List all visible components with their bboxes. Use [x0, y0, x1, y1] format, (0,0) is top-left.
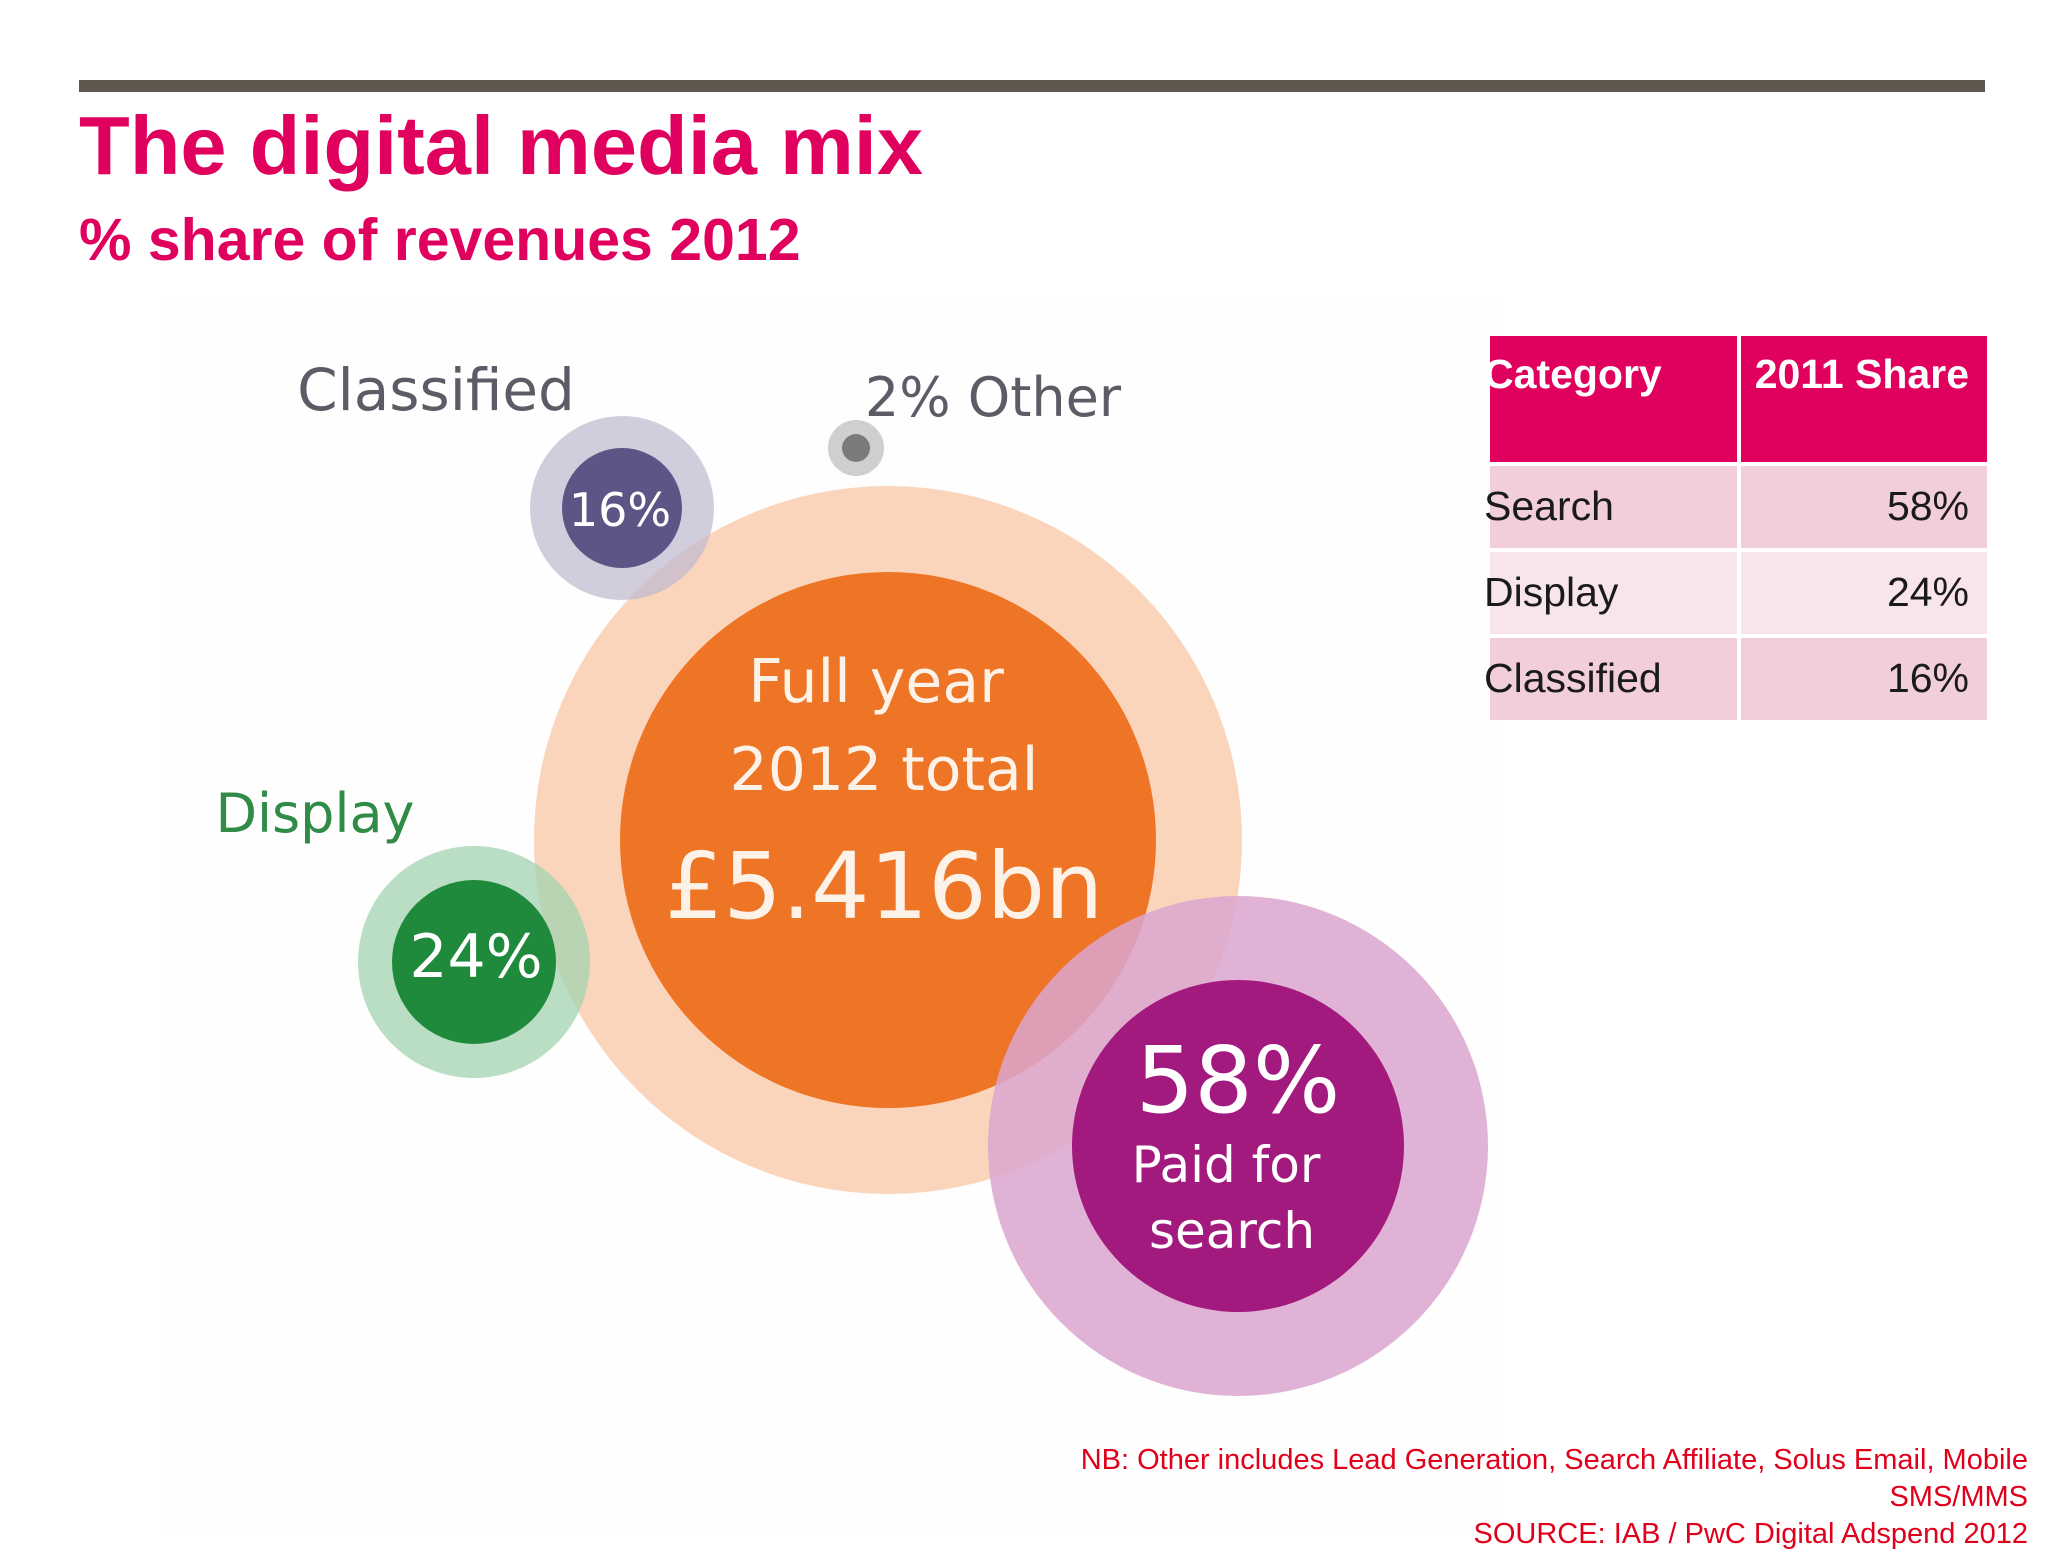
table-header-category: Category	[1484, 336, 1741, 464]
top-rule	[79, 80, 1985, 92]
classified-value-label: 16%	[569, 483, 671, 537]
search-value-label: 58%	[1136, 1027, 1340, 1134]
other-label: 2% Other	[865, 366, 1122, 429]
center-bubble-inner	[620, 572, 1156, 1108]
table-cell-category: Classified	[1484, 634, 1741, 720]
classified-label: Classified	[297, 356, 575, 424]
display-value-label: 24%	[409, 922, 542, 992]
slide-subtitle: % share of revenues 2012	[79, 207, 801, 273]
slide-title: The digital media mix	[79, 99, 924, 192]
display-label: Display	[215, 782, 414, 845]
table-cell-share: 24%	[1738, 548, 1987, 636]
table-cell-share: 58%	[1738, 462, 1987, 550]
table-row: Display 24%	[1484, 548, 1987, 636]
table-header-row: Category 2011 Share	[1484, 336, 1987, 464]
share-table: Category 2011 Share Search 58% Display 2…	[1484, 336, 1987, 720]
search-label-line2: search	[1149, 1202, 1315, 1260]
table-row: Classified 16%	[1484, 634, 1987, 720]
footnote-line-2: SMS/MMS	[1889, 1480, 2028, 1513]
classified-bubble-inner	[562, 448, 682, 568]
footnote-line-1: NB: Other includes Lead Generation, Sear…	[1080, 1444, 2028, 1476]
table-cell-share: 16%	[1738, 634, 1987, 720]
other-bubble-inner	[842, 434, 870, 462]
footnote-line-3: SOURCE: IAB / PwC Digital Adspend 2012	[1473, 1517, 2028, 1550]
search-label-line1: Paid for	[1132, 1136, 1321, 1194]
table-header-share: 2011 Share	[1738, 336, 1987, 464]
center-value-label: £5.416bn	[665, 833, 1104, 940]
display-bubble-inner	[392, 880, 556, 1044]
table-row: Search 58%	[1484, 462, 1987, 550]
center-label-line1: Full year	[748, 647, 1004, 717]
table-cell-category: Display	[1484, 548, 1741, 636]
center-label-line2: 2012 total	[730, 735, 1039, 805]
table-cell-category: Search	[1484, 462, 1741, 550]
search-bubble-inner	[1072, 980, 1404, 1312]
